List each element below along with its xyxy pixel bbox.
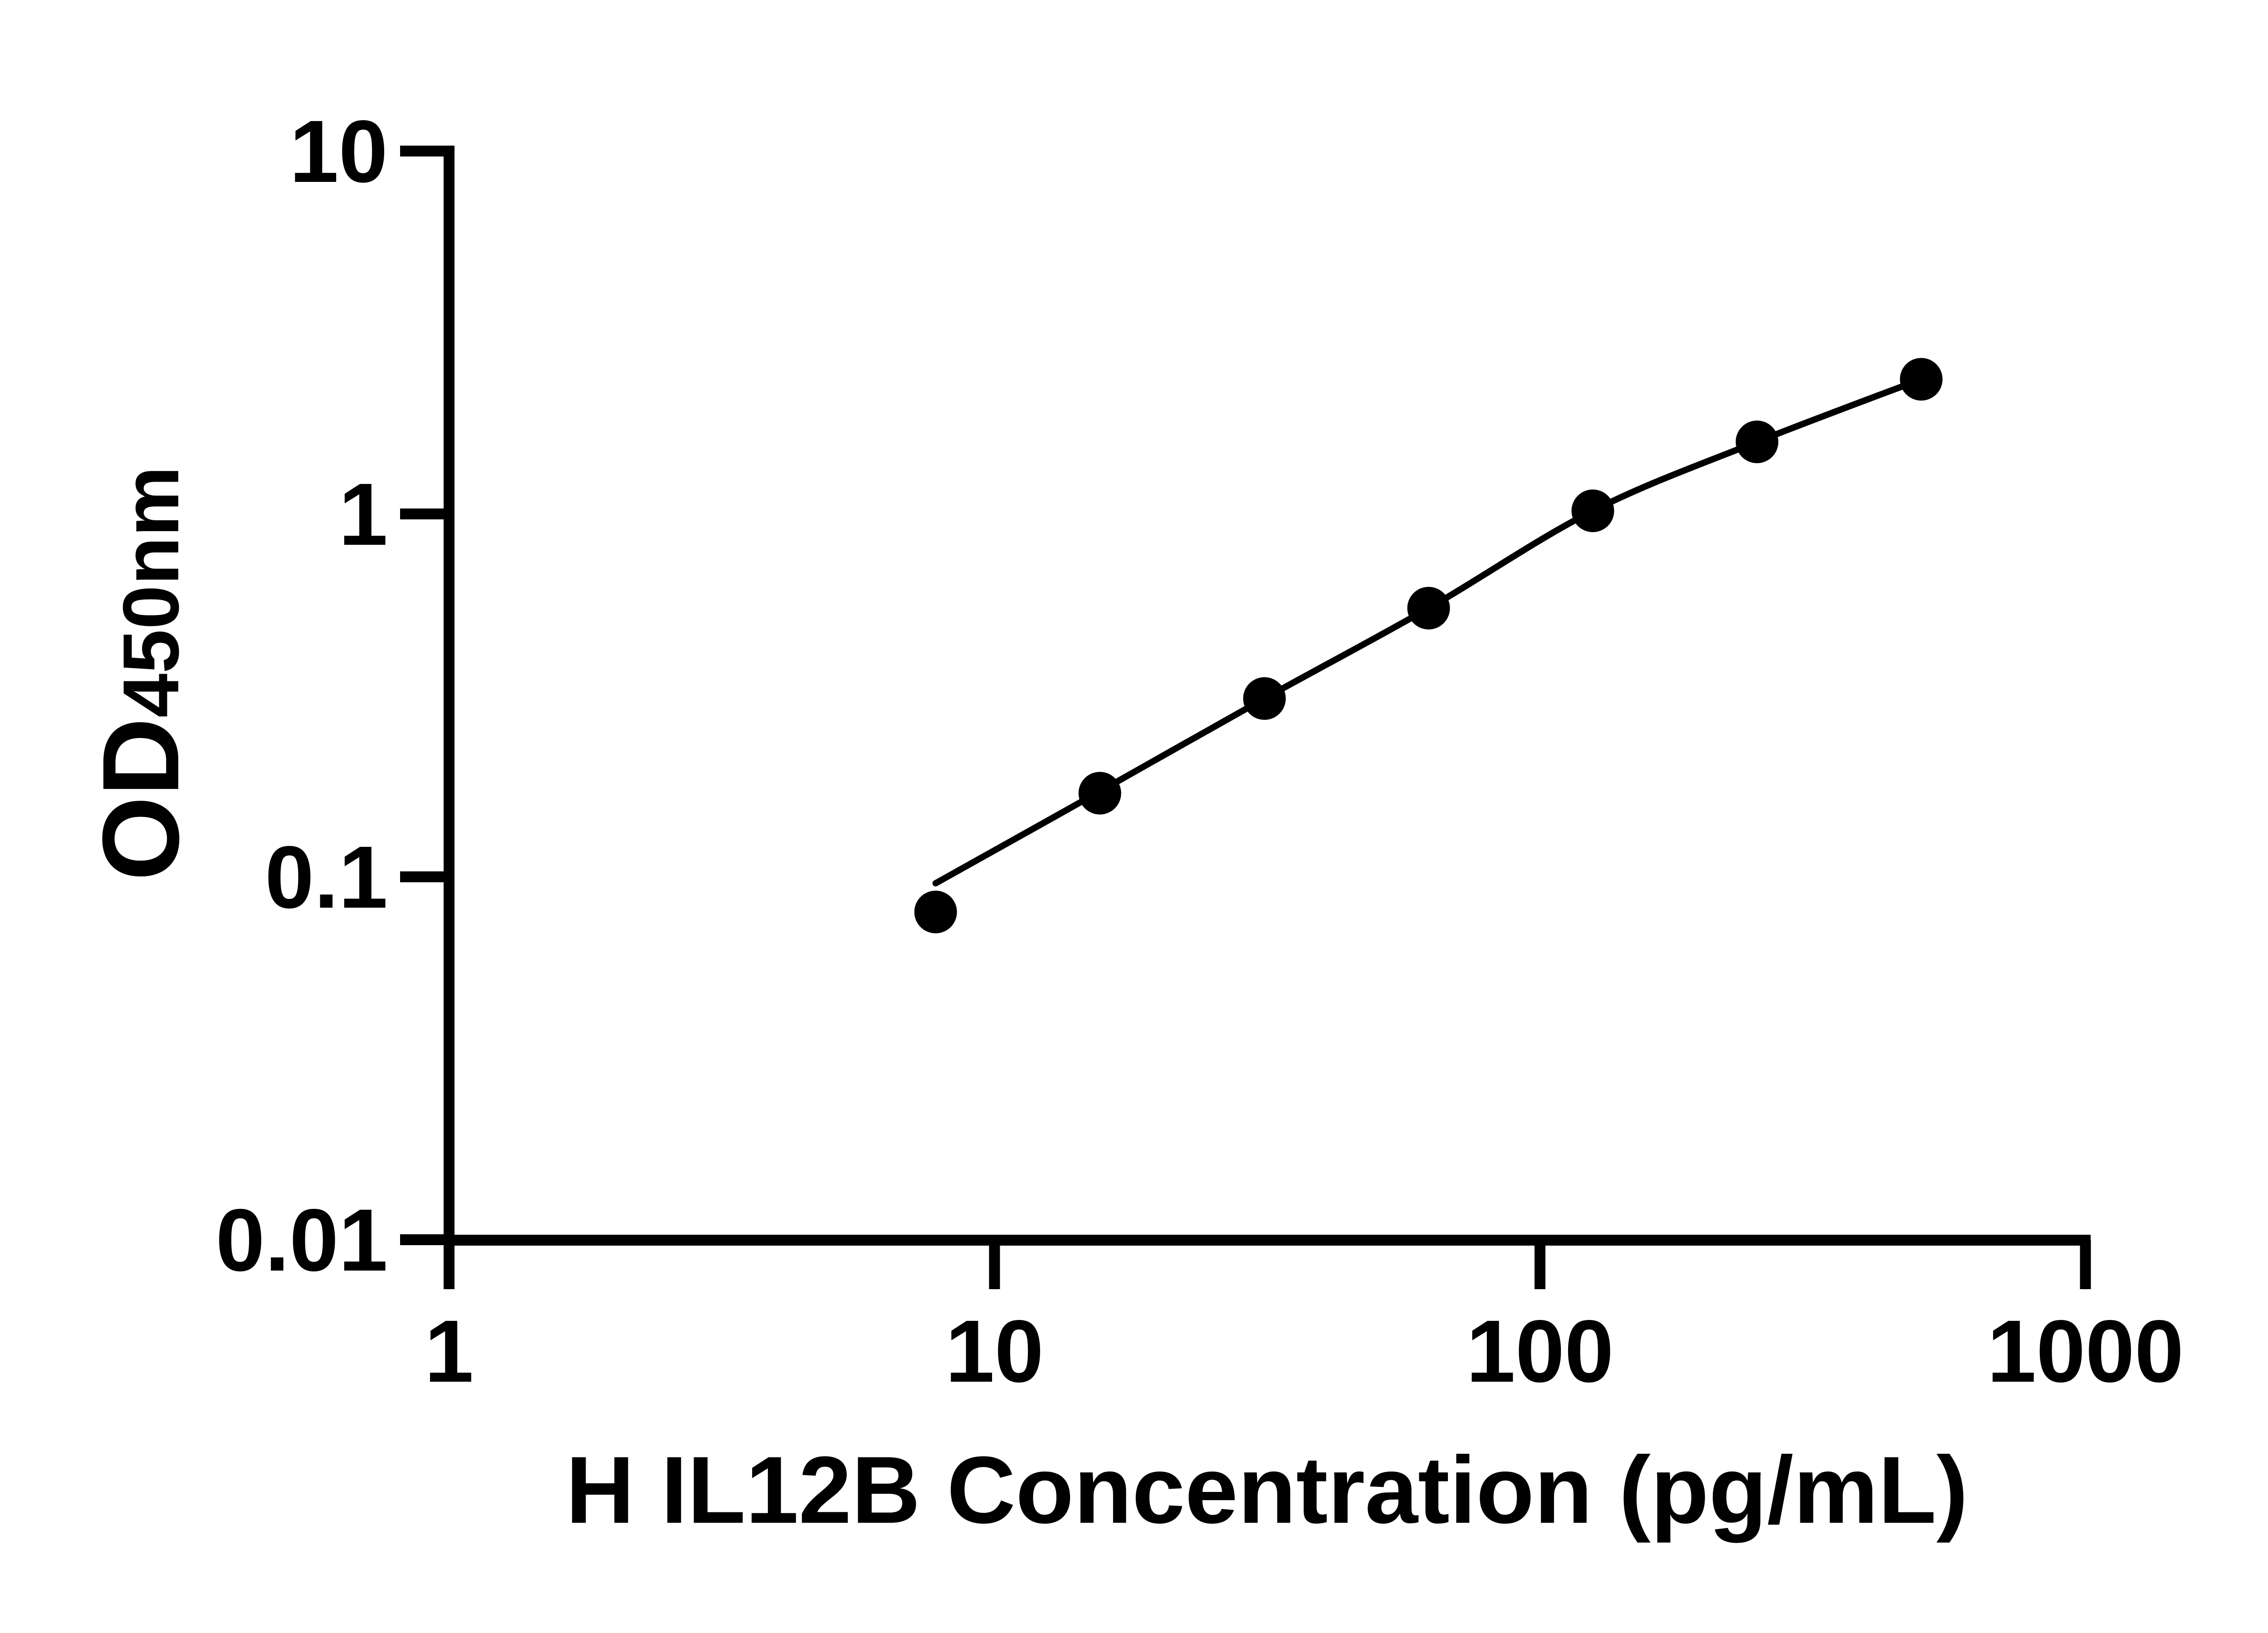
data-point-500 <box>1900 358 1943 401</box>
data-point-15.6 <box>1078 772 1121 815</box>
y-tick-label-1: 1 <box>339 465 388 564</box>
x-axis-tick-labels: 1 10 100 1000 <box>425 1302 2184 1401</box>
data-series-points <box>914 358 1943 934</box>
y-axis-tick-labels: 10 1 0.1 0.01 <box>215 102 388 1290</box>
x-axis-ticks <box>444 1240 2091 1289</box>
x-tick-label-1: 1 <box>425 1302 474 1401</box>
y-axis-ticks <box>400 146 449 1245</box>
data-point-125 <box>1571 489 1614 533</box>
data-point-250 <box>1735 420 1779 464</box>
x-tick-label-10: 10 <box>945 1302 1044 1401</box>
data-point-31.25 <box>1243 677 1286 720</box>
x-axis-title: H IL12B Concentration (pg/mL) <box>566 1437 1968 1543</box>
data-point-62.5 <box>1407 587 1450 630</box>
y-axis-title-subscript: 450nm <box>107 466 196 718</box>
x-tick-label-1000: 1000 <box>1987 1302 2184 1401</box>
axes <box>444 146 2091 1246</box>
y-tick-label-0.1: 0.1 <box>265 828 388 927</box>
y-axis-title: OD450nm <box>80 466 201 881</box>
y-tick-label-10: 10 <box>289 102 388 201</box>
data-point-7.8 <box>914 890 957 934</box>
x-tick-label-100: 100 <box>1466 1302 1613 1401</box>
y-tick-label-0.01: 0.01 <box>215 1191 388 1290</box>
y-axis-title-main: OD <box>80 718 201 881</box>
